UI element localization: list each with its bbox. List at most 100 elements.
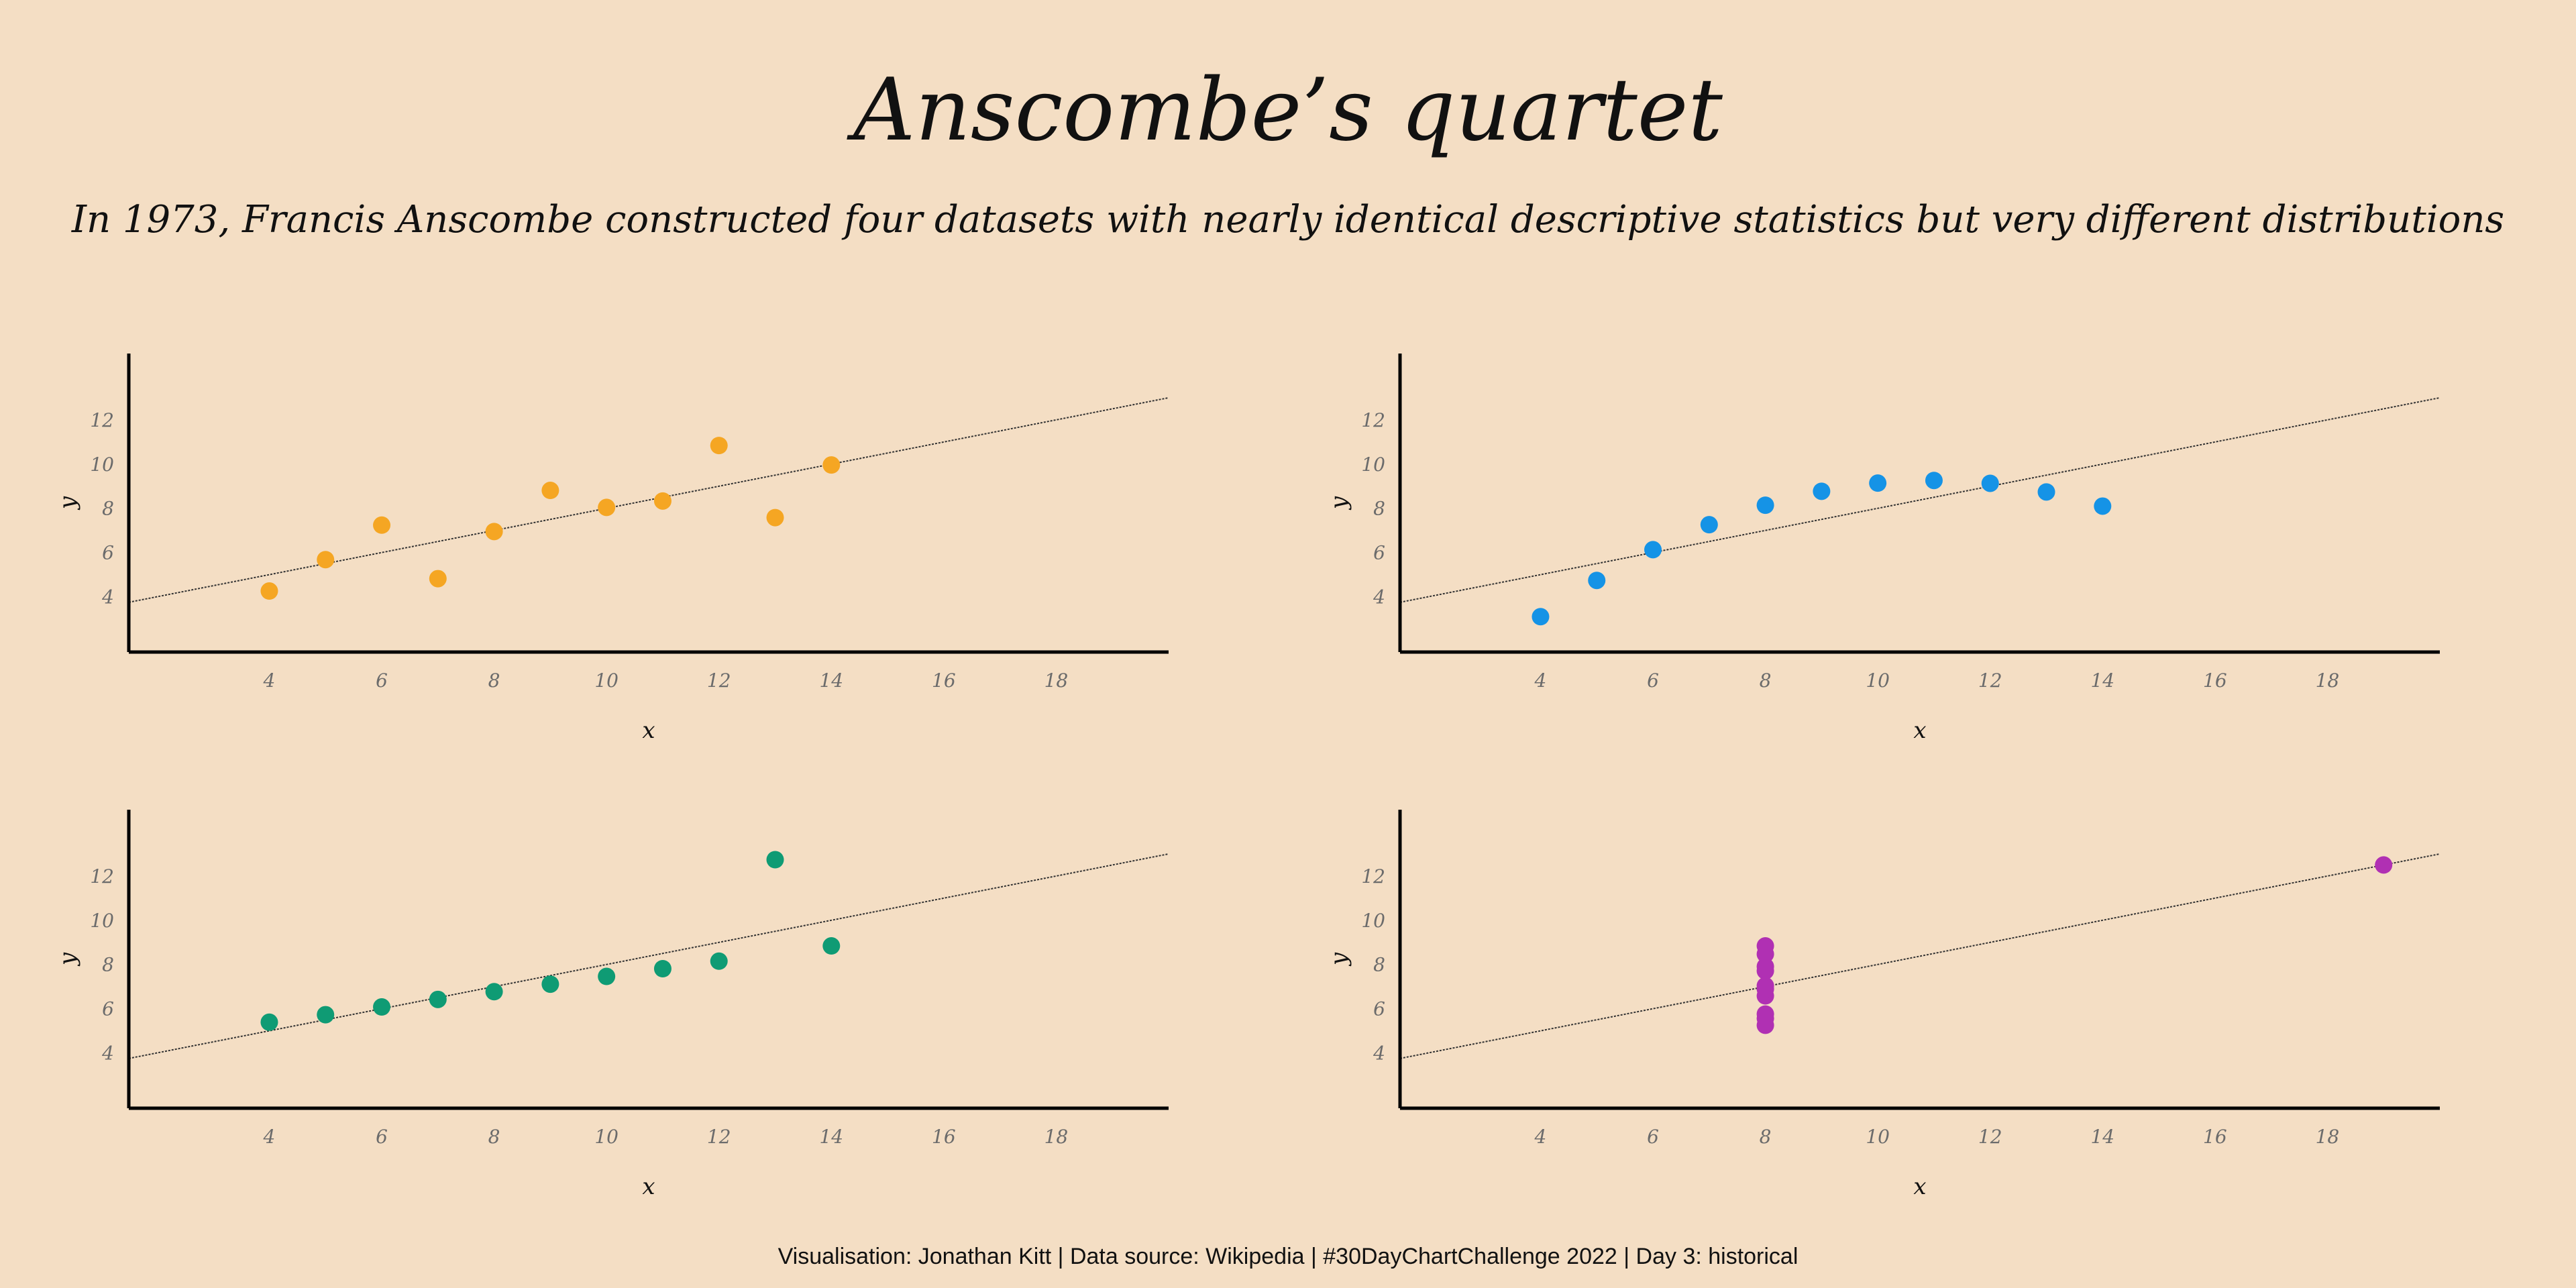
scatter-panel-2: 4 6 8 10 12 14 16 18 4 6 8 10 12 x y: [1326, 354, 2440, 744]
data-point: [1756, 496, 1774, 515]
x-tick-label: 16: [2203, 669, 2227, 692]
x-tick-label: 10: [594, 669, 619, 692]
data-point: [317, 1006, 335, 1024]
x-tick-label: 12: [1978, 669, 2002, 692]
x-tick-label: 8: [1760, 1126, 1772, 1148]
data-point: [260, 1013, 278, 1031]
data-point: [1756, 1010, 1774, 1028]
data-point: [1981, 474, 1999, 492]
x-tick-label: 12: [1978, 1126, 2002, 1148]
x-tick-label: 14: [2090, 1126, 2114, 1148]
x-tick-label: 8: [488, 669, 500, 692]
x-tick-label: 4: [1534, 1126, 1547, 1148]
y-axis-label: y: [54, 496, 81, 511]
y-tick-label: 10: [90, 910, 114, 932]
scatter-panel-1: 4 6 8 10 12 14 16 18 4 6 8 10 12 x y: [54, 354, 1169, 744]
data-point: [2375, 856, 2393, 874]
regression-line: [1399, 396, 2440, 603]
x-tick-label: 6: [1647, 669, 1659, 692]
data-point: [653, 960, 672, 978]
scatter-panel-3: 4 6 8 10 12 14 16 18 4 6 8 10 12 x y: [54, 810, 1169, 1200]
x-axis-label: x: [642, 1173, 655, 1200]
data-point: [1925, 472, 1943, 490]
y-tick-label: 6: [1373, 998, 1385, 1020]
data-point: [373, 998, 391, 1016]
y-tick-label: 10: [1361, 453, 1385, 476]
x-tick-label: 16: [2203, 1126, 2227, 1148]
data-point: [1532, 608, 1550, 626]
data-point: [429, 990, 447, 1008]
data-point: [317, 551, 335, 569]
x-tick-label: 10: [1866, 1126, 1890, 1148]
x-tick-label: 8: [1760, 669, 1772, 692]
data-point: [485, 523, 503, 541]
y-axis-label: y: [1326, 496, 1352, 511]
x-tick-label: 4: [1534, 669, 1547, 692]
regression-line: [128, 853, 1169, 1059]
x-tick-label: 12: [707, 1126, 731, 1148]
y-tick-label: 8: [1373, 498, 1385, 520]
x-tick-label: 14: [2090, 669, 2114, 692]
y-tick-label: 4: [101, 586, 114, 608]
x-axis-label: x: [1913, 717, 1926, 744]
y-tick-label: 6: [102, 542, 114, 564]
x-tick-label: 10: [594, 1126, 619, 1148]
data-point: [653, 492, 672, 510]
x-tick-label: 6: [376, 669, 388, 692]
data-point: [1700, 516, 1718, 534]
y-axis-label: y: [1326, 952, 1352, 967]
y-tick-label: 4: [1373, 586, 1385, 608]
y-tick-label: 6: [1373, 542, 1385, 564]
data-point: [1813, 482, 1831, 500]
y-tick-label: 12: [1361, 865, 1385, 888]
y-tick-label: 6: [102, 998, 114, 1020]
data-point: [766, 851, 784, 869]
data-point: [822, 456, 841, 474]
data-point: [598, 498, 616, 517]
scatter-panel-4: 4 6 8 10 12 14 16 18 4 6 8 10 12 x y: [1326, 810, 2440, 1200]
x-tick-label: 16: [932, 669, 956, 692]
data-point: [822, 937, 841, 955]
y-tick-label: 10: [90, 453, 114, 476]
caption: Visualisation: Jonathan Kitt | Data sour…: [777, 1244, 1799, 1269]
x-axis-label: x: [1913, 1173, 1926, 1200]
y-tick-label: 4: [101, 1042, 114, 1065]
x-tick-label: 4: [263, 1126, 276, 1148]
y-tick-label: 12: [90, 409, 114, 431]
y-tick-label: 4: [1373, 1042, 1385, 1065]
y-tick-label: 8: [1373, 954, 1385, 976]
data-point: [710, 952, 728, 970]
data-point: [541, 482, 559, 500]
data-point: [1756, 957, 1774, 975]
page-subtitle: In 1973, Francis Anscombe constructed fo…: [71, 198, 2505, 241]
x-tick-label: 16: [932, 1126, 956, 1148]
data-point: [710, 437, 728, 455]
data-point: [260, 582, 278, 600]
data-point: [373, 516, 391, 534]
regression-line: [128, 396, 1169, 603]
regression-line: [1399, 853, 2440, 1059]
x-tick-label: 6: [376, 1126, 388, 1148]
x-tick-label: 14: [819, 669, 843, 692]
x-tick-label: 4: [263, 669, 276, 692]
y-tick-label: 8: [102, 954, 114, 976]
x-tick-label: 18: [1044, 669, 1069, 692]
data-point: [1588, 572, 1606, 590]
y-tick-label: 12: [1361, 409, 1385, 431]
data-point: [598, 967, 616, 985]
x-tick-label: 18: [1044, 1126, 1069, 1148]
data-point: [2037, 483, 2055, 501]
y-tick-label: 10: [1361, 910, 1385, 932]
data-point: [541, 975, 559, 994]
data-point: [1644, 541, 1662, 559]
data-point: [485, 983, 503, 1001]
data-point: [766, 508, 784, 527]
y-tick-label: 12: [90, 865, 114, 888]
x-tick-label: 14: [819, 1126, 843, 1148]
data-point: [1756, 980, 1774, 998]
x-tick-label: 18: [2316, 669, 2340, 692]
data-point: [429, 570, 447, 588]
y-axis-label: y: [54, 952, 81, 967]
data-point: [2094, 497, 2112, 515]
